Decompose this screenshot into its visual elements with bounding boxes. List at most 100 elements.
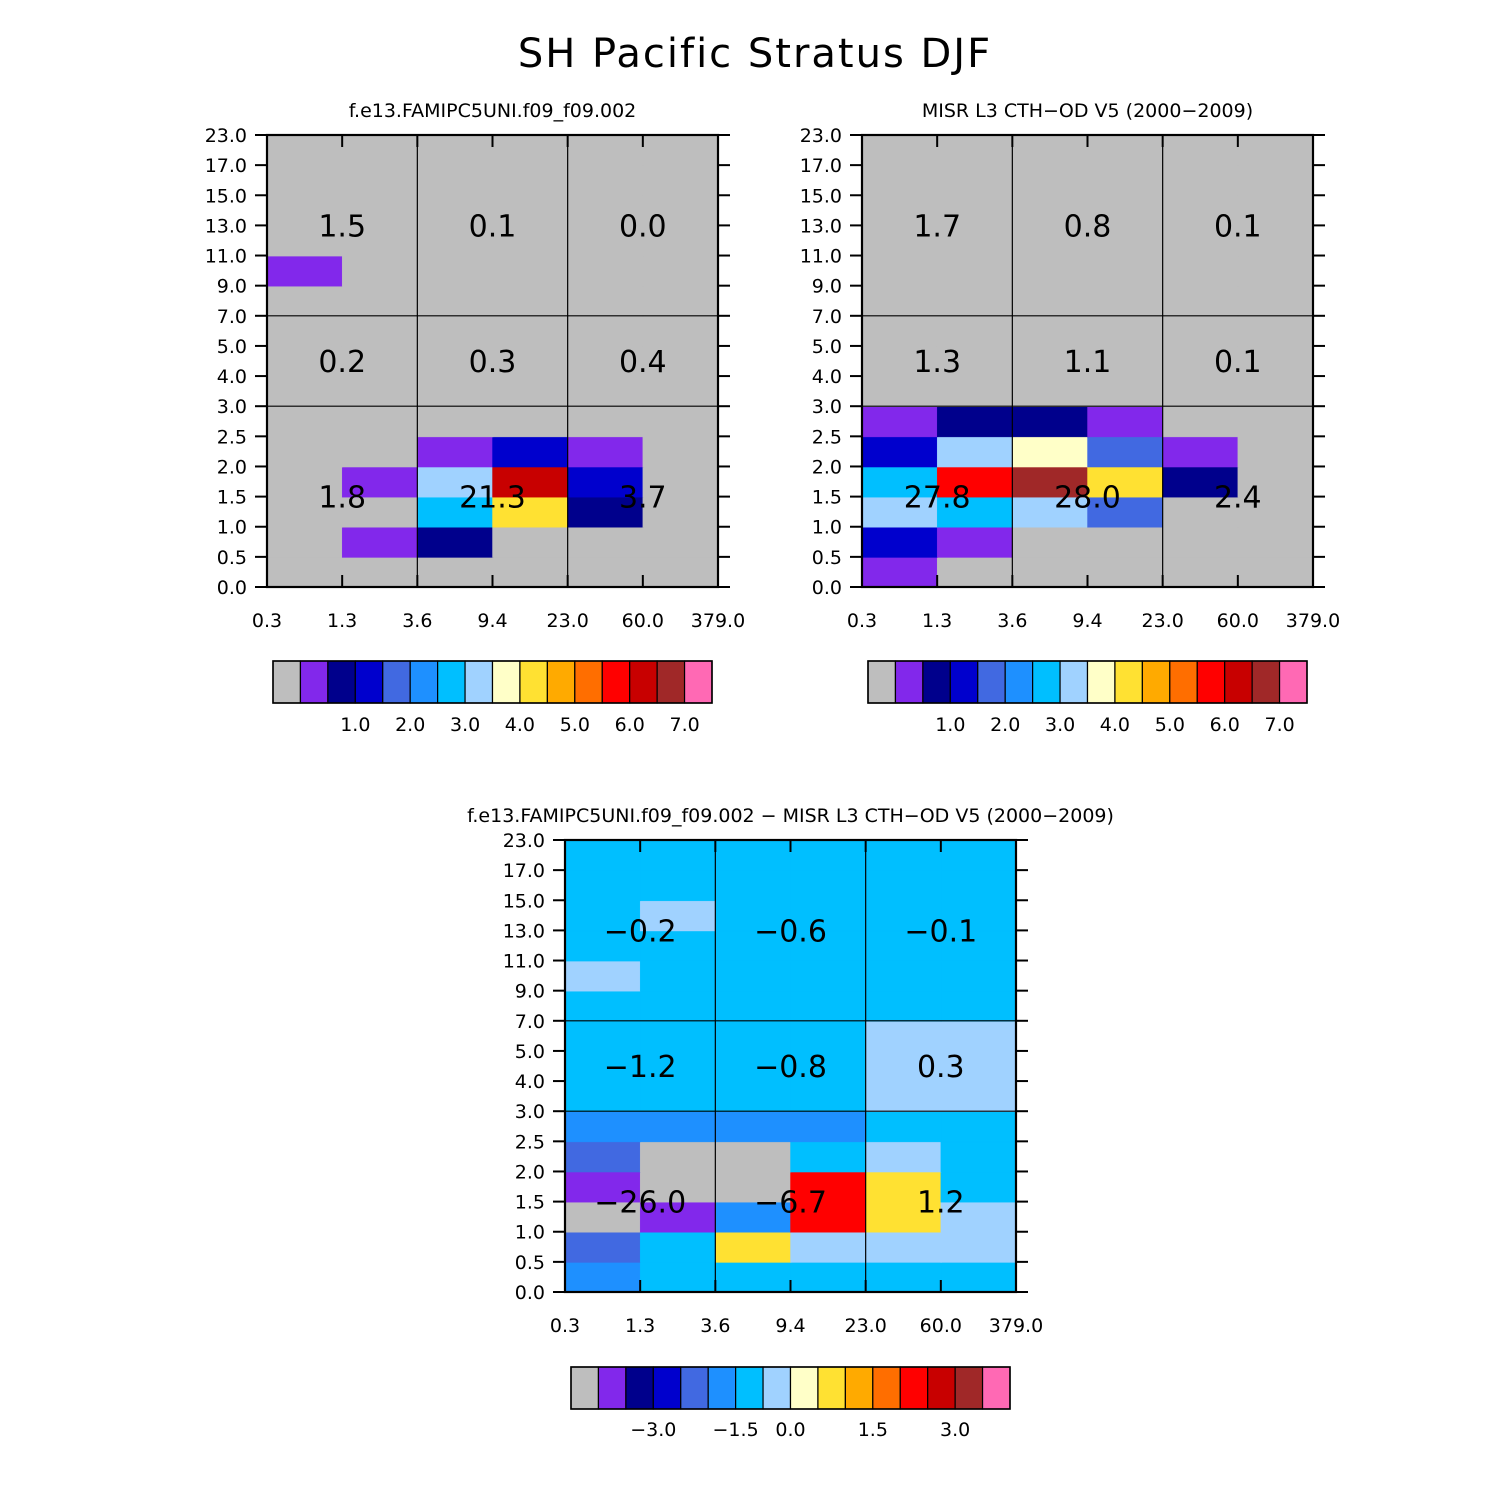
x-tick-label: 9.4 — [477, 610, 507, 632]
heatmap-cell — [865, 1201, 942, 1233]
box-label: 0.4 — [619, 345, 667, 380]
heatmap-cell — [341, 556, 419, 588]
heatmap-cell — [790, 1110, 867, 1143]
heatmap-cell — [642, 526, 719, 558]
heatmap-cell — [790, 900, 867, 932]
heatmap-cell — [1237, 164, 1314, 197]
colorbar-box — [872, 1366, 901, 1410]
colorbar-box — [519, 660, 548, 704]
heatmap-cell — [341, 225, 419, 257]
heatmap-cell — [936, 375, 1014, 408]
colorbar-box — [680, 1366, 709, 1410]
colorbar-box — [491, 660, 521, 704]
y-tick-label: 4.0 — [217, 366, 247, 388]
heatmap-cell — [1162, 164, 1239, 197]
colorbar-box — [927, 1366, 956, 1410]
box-label: 0.3 — [917, 1050, 965, 1085]
heatmap-cell — [790, 1080, 867, 1112]
y-tick-label: 7.0 — [217, 306, 247, 328]
y-tick-label: 23.0 — [503, 830, 545, 852]
heatmap-cell — [567, 195, 644, 227]
heatmap-cell — [417, 406, 494, 438]
x-tick-label: 23.0 — [1142, 610, 1184, 632]
heatmap-cell — [1237, 255, 1314, 287]
heatmap-cell — [564, 869, 641, 902]
y-tick-label: 1.0 — [812, 517, 842, 539]
y-tick-label: 17.0 — [205, 155, 247, 177]
colorbar-box — [981, 1366, 1011, 1410]
y-tick-label: 0.0 — [812, 577, 842, 599]
box-label: 2.4 — [1214, 481, 1262, 516]
heatmap-cell — [936, 526, 1014, 558]
y-tick-label: 13.0 — [503, 920, 545, 942]
colorbar-box — [1114, 660, 1143, 704]
heatmap-cell — [642, 255, 719, 287]
heatmap-cell — [936, 225, 1014, 257]
colorbar-box — [683, 660, 713, 704]
y-tick-label: 4.0 — [812, 366, 842, 388]
heatmap-cell — [567, 496, 644, 528]
colorbar-box — [894, 660, 924, 704]
y-tick-label: 0.5 — [217, 547, 247, 569]
heatmap-cell — [940, 839, 1017, 871]
heatmap-cell — [341, 255, 419, 287]
heatmap-cell — [266, 526, 343, 558]
heatmap-cell — [266, 466, 343, 498]
heatmap-cell — [492, 315, 569, 347]
heatmap-cell — [1087, 164, 1164, 197]
heatmap-cell — [492, 345, 569, 377]
y-tick-label: 7.0 — [515, 1011, 545, 1033]
heatmap-cell — [642, 496, 719, 528]
heatmap-cell — [940, 990, 1017, 1022]
heatmap-cell — [341, 406, 419, 438]
heatmap-cell — [564, 1080, 641, 1112]
heatmap-cell — [940, 1261, 1017, 1293]
heatmap-cell — [492, 436, 569, 468]
y-tick-label: 1.5 — [515, 1192, 545, 1214]
colorbar-label: 4.0 — [1100, 714, 1130, 736]
colorbar-box — [735, 1366, 764, 1410]
y-tick-label: 0.0 — [217, 577, 247, 599]
heatmap-cell — [790, 1050, 867, 1082]
heatmap-cell — [940, 1080, 1017, 1112]
x-tick-label: 1.3 — [625, 1315, 655, 1337]
heatmap-cell — [639, 960, 717, 992]
heatmap-cell — [564, 1141, 641, 1173]
heatmap-cell — [1012, 406, 1089, 438]
heatmap-cell — [417, 345, 494, 377]
heatmap-cell — [790, 1261, 867, 1293]
heatmap-cell — [1087, 406, 1164, 438]
heatmap-cell — [417, 526, 494, 558]
heatmap-cell — [564, 930, 641, 962]
colorbar-box — [1141, 660, 1171, 704]
heatmap-cell — [865, 960, 942, 992]
heatmap-cell — [1012, 134, 1089, 166]
colorbar-box — [382, 660, 411, 704]
y-tick-label: 17.0 — [800, 155, 842, 177]
heatmap-cell — [1162, 255, 1239, 287]
heatmap-cell — [492, 285, 569, 317]
heatmap-cell — [1087, 195, 1164, 227]
colorbar-box — [409, 660, 439, 704]
heatmap-cell — [567, 375, 644, 408]
heatmap-cell — [861, 315, 938, 347]
box-label: 1.3 — [913, 345, 961, 380]
y-tick-label: 0.5 — [515, 1252, 545, 1274]
y-tick-label: 11.0 — [205, 246, 247, 268]
heatmap-cell — [567, 556, 644, 588]
colorbar-label: 2.0 — [990, 714, 1020, 736]
heatmap-cell — [341, 315, 419, 347]
colorbar-box — [977, 660, 1006, 704]
heatmap-cell — [564, 1261, 641, 1293]
heatmap-cell — [1162, 285, 1239, 317]
y-tick-label: 1.5 — [812, 487, 842, 509]
y-tick-label: 9.0 — [812, 276, 842, 298]
x-tick-label: 60.0 — [622, 610, 664, 632]
x-tick-label: 23.0 — [547, 610, 589, 632]
heatmap-cell — [417, 195, 494, 227]
colorbar-label: −3.0 — [630, 1419, 676, 1441]
box-label: 1.5 — [318, 209, 366, 244]
heatmap-cell — [715, 1201, 792, 1233]
heatmap-cell — [865, 839, 942, 871]
heatmap-cell — [564, 1110, 641, 1143]
